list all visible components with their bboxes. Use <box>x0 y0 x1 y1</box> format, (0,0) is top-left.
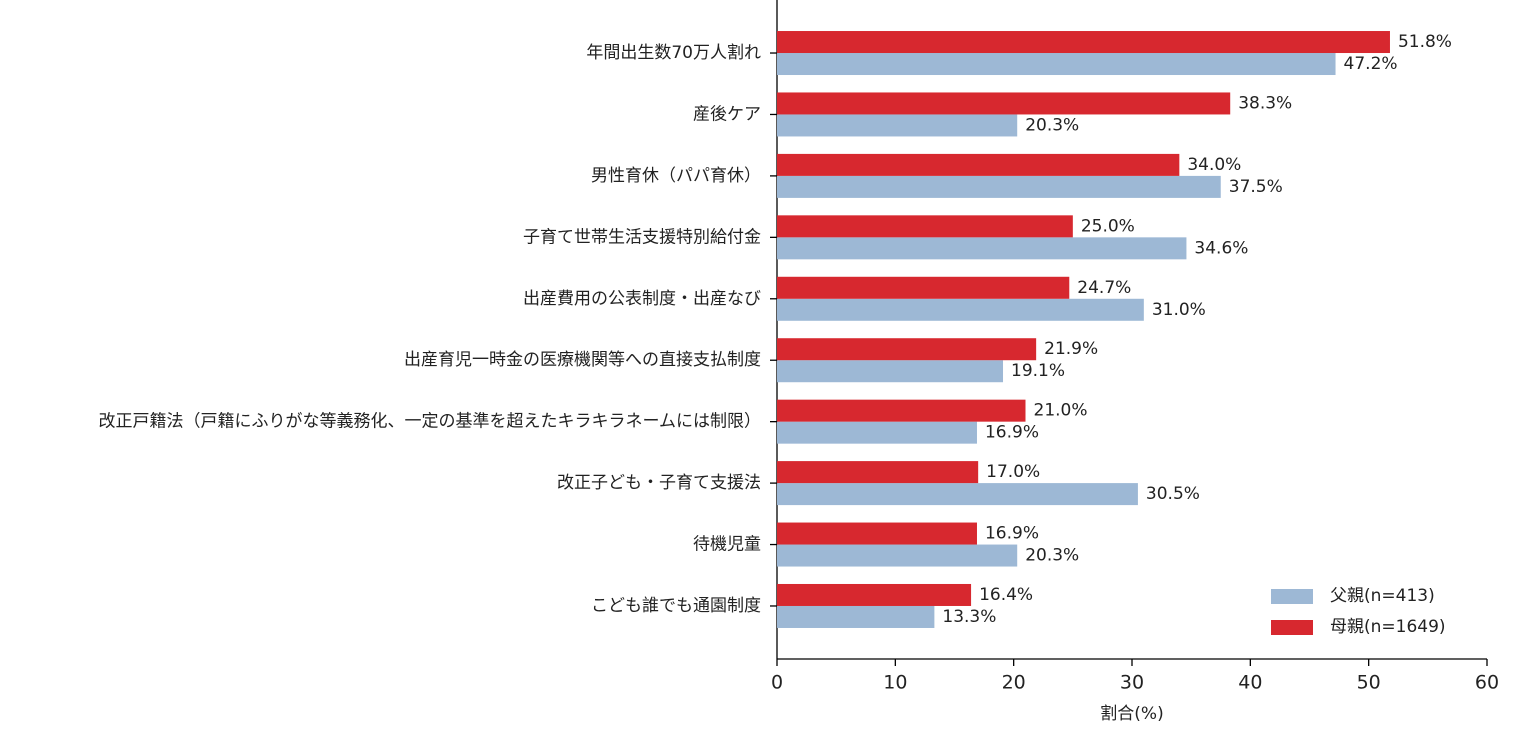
x-tick-label: 30 <box>1120 672 1144 694</box>
bar <box>777 153 1180 176</box>
y-tick-label: 子育て世帯生活支援特別給付金 <box>523 227 761 247</box>
value-label: 21.0% <box>1034 401 1088 421</box>
y-tick-label: 男性育休（パパ育休） <box>591 166 761 186</box>
value-label: 16.9% <box>985 423 1039 443</box>
bar <box>777 92 1231 115</box>
bar <box>777 276 1070 299</box>
value-label: 16.9% <box>985 524 1039 544</box>
bar <box>777 237 1187 260</box>
y-tick-label: 待機児童 <box>693 535 761 555</box>
value-label: 19.1% <box>1011 361 1065 381</box>
x-tick-label: 20 <box>1002 672 1026 694</box>
value-label: 25.0% <box>1081 216 1135 236</box>
bar <box>777 360 1004 383</box>
y-tick-label: 改正戸籍法（戸籍にふりがな等義務化、一定の基準を超えたキラキラネームには制限） <box>99 412 762 432</box>
bar <box>777 114 1018 137</box>
legend-swatch <box>1271 620 1313 635</box>
value-label: 51.8% <box>1398 32 1452 52</box>
value-label: 37.5% <box>1229 177 1283 197</box>
bar <box>777 544 1018 567</box>
value-label: 20.3% <box>1025 115 1079 135</box>
value-label: 24.7% <box>1077 278 1131 298</box>
value-label: 20.3% <box>1025 546 1079 566</box>
value-label: 13.3% <box>942 607 996 627</box>
bar <box>777 522 977 545</box>
y-tick-label: 出産育児一時金の医療機関等への直接支払制度 <box>404 350 761 370</box>
x-tick-label: 60 <box>1475 672 1499 694</box>
bar <box>777 605 935 628</box>
bar <box>777 461 979 484</box>
value-label: 17.0% <box>986 462 1040 482</box>
bar <box>777 399 1026 422</box>
value-label: 34.0% <box>1187 155 1241 175</box>
x-tick-label: 10 <box>883 672 907 694</box>
y-tick-label: 出産費用の公表制度・出産なび <box>523 289 761 309</box>
bar <box>777 421 977 444</box>
bar <box>777 483 1138 506</box>
value-label: 16.4% <box>979 585 1033 605</box>
value-label: 34.6% <box>1194 238 1248 258</box>
value-label: 38.3% <box>1238 93 1292 113</box>
bar <box>777 215 1073 238</box>
x-tick-label: 40 <box>1238 672 1262 694</box>
bar <box>777 298 1144 321</box>
bar <box>777 583 972 606</box>
legend-swatch <box>1271 589 1313 604</box>
legend-label: 母親(n=1649) <box>1330 617 1446 637</box>
legend-label: 父親(n=413) <box>1330 586 1435 606</box>
y-tick-label: 改正子ども・子育て支援法 <box>557 473 761 493</box>
y-tick-label: 年間出生数70万人割れ <box>586 43 761 63</box>
y-tick-label: 産後ケア <box>693 104 761 124</box>
x-axis-label: 割合(%) <box>1100 704 1163 724</box>
bar <box>777 175 1221 198</box>
y-tick-label: こども誰でも通園制度 <box>591 596 761 616</box>
bar <box>777 53 1336 76</box>
value-label: 30.5% <box>1146 484 1200 504</box>
value-label: 21.9% <box>1044 339 1098 359</box>
value-label: 47.2% <box>1344 54 1398 74</box>
bar <box>777 338 1037 361</box>
value-label: 31.0% <box>1152 300 1206 320</box>
x-tick-label: 0 <box>771 672 783 694</box>
bar <box>777 31 1390 54</box>
x-tick-label: 50 <box>1357 672 1381 694</box>
